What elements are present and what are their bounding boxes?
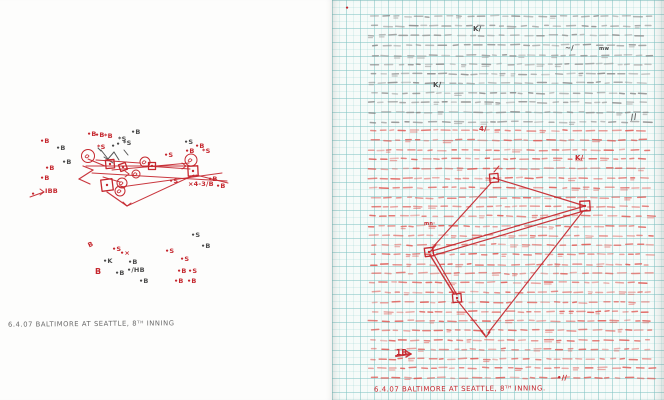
score-mark: •B [195, 142, 205, 150]
score-mark: •S [184, 138, 194, 146]
score-mark: IBB [45, 187, 58, 195]
score-mark: •B [95, 131, 105, 139]
score-mark: • [111, 142, 116, 150]
score-mark: •S [112, 245, 122, 253]
score-mark: •B [216, 182, 226, 190]
score-mark: K∕ [575, 154, 584, 162]
score-mark: B [86, 239, 95, 250]
score-mark: ~∕ [565, 44, 574, 52]
score-mark: •B [62, 158, 72, 166]
left-caption: 6.4.07 BALTIMORE AT SEATTLE, 8ᵀᴴ INNING [7, 319, 175, 329]
score-mark: •B [115, 269, 125, 277]
score-mark: •B [128, 258, 138, 266]
score-mark: •S [169, 177, 179, 185]
score-mark: •K [103, 257, 113, 265]
score-mark: •S [188, 267, 198, 275]
score-mark: K∕ [473, 25, 482, 33]
score-mark: mw [599, 46, 610, 52]
score-mark: •× [120, 249, 131, 257]
score-mark: •B [177, 267, 187, 275]
score-mark: •S [165, 247, 175, 255]
score-mark: •S [164, 151, 174, 159]
score-mark: •B [40, 137, 50, 145]
score-mark: *S [123, 139, 132, 147]
score-mark: •B [87, 130, 97, 138]
score-mark: *S [118, 135, 127, 143]
score-mark: •∕∕ [557, 374, 568, 382]
score-mark: *S [202, 147, 211, 155]
score-mark: *B [104, 132, 113, 140]
score-mark: K∕ [433, 81, 442, 89]
score-mark: • [345, 4, 350, 12]
score-mark: B [95, 267, 102, 276]
score-mark: ∕∕ [629, 111, 638, 122]
score-mark: •B [56, 144, 66, 152]
score-mark: •B [201, 242, 211, 250]
score-mark: •B [45, 164, 55, 172]
score-mark: 1B [396, 348, 408, 357]
score-mark: •B [131, 128, 141, 136]
score-mark: • [116, 140, 121, 148]
score-mark: •S [180, 255, 190, 263]
right-caption: 6.4.07 BALTIMORE AT SEATTLE, 8ᵀᴴ INNING. [373, 384, 546, 394]
score-mark: •B [185, 147, 195, 155]
score-mark: •B [139, 277, 149, 285]
score-mark: •B [40, 174, 50, 182]
score-mark: •∕HB [127, 266, 145, 274]
score-mark: *S [97, 143, 106, 151]
score-mark: •B [174, 277, 184, 285]
score-mark: •B [187, 277, 197, 285]
score-mark: 4∕ [479, 125, 487, 133]
score-mark: • [31, 190, 36, 198]
score-mark: mn· [424, 221, 436, 227]
score-mark: •S [191, 231, 201, 239]
